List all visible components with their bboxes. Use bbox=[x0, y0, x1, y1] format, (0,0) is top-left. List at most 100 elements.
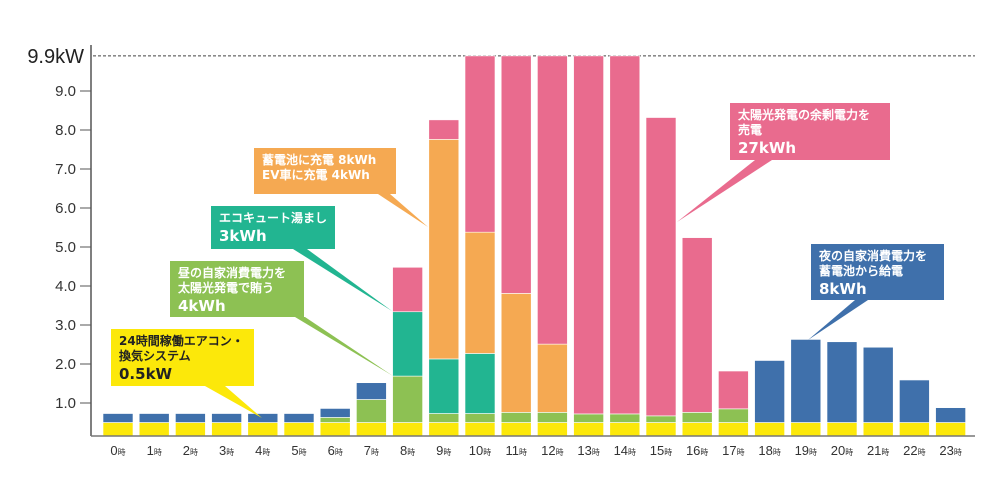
bar-segment-base bbox=[609, 422, 641, 437]
bar-segment-solar_self bbox=[500, 412, 532, 423]
y-tick-label: 6.0 bbox=[55, 200, 76, 217]
bar-hour-12 bbox=[537, 55, 568, 437]
x-tick-label: 19時 bbox=[795, 443, 817, 458]
bar-segment-base bbox=[247, 422, 279, 437]
y-tick-label: 5.0 bbox=[55, 239, 76, 256]
x-tick-label: 13時 bbox=[577, 443, 599, 458]
x-tick-label: 0時 bbox=[110, 443, 125, 458]
callout-text: 24時間稼働エアコン・ bbox=[119, 333, 244, 348]
bar-hour-9 bbox=[428, 119, 460, 437]
bar-hour-15 bbox=[645, 117, 677, 437]
x-tick-label: 2時 bbox=[183, 443, 198, 458]
bar-segment-solar_self bbox=[681, 412, 713, 423]
callout-text: 昼の自家消費電力を bbox=[177, 265, 286, 280]
bar-hour-1 bbox=[138, 413, 170, 437]
bar-segment-discharge bbox=[935, 407, 966, 423]
x-tick-label: 6時 bbox=[328, 443, 343, 458]
bar-segment-base bbox=[718, 422, 749, 437]
bar-hour-11 bbox=[500, 55, 532, 437]
bar-segment-discharge bbox=[102, 413, 134, 423]
callout-box bbox=[254, 148, 396, 194]
bar-segment-solar_self bbox=[428, 413, 460, 423]
callout-box bbox=[211, 206, 335, 249]
callout-pointer bbox=[677, 160, 772, 222]
bar-segment-sell bbox=[537, 55, 568, 345]
callout-ecocute: エコキュート湯まし 3kWh bbox=[211, 206, 392, 311]
bar-segment-solar_self bbox=[645, 415, 677, 423]
bar-segment-ecocute bbox=[428, 358, 460, 414]
bar-hour-6 bbox=[319, 408, 351, 437]
bar-hour-18 bbox=[754, 360, 785, 437]
bar-segment-base bbox=[754, 422, 785, 437]
x-tick-label: 22時 bbox=[903, 443, 925, 458]
callout-text: 売電 bbox=[738, 122, 762, 137]
bar-segment-ecocute bbox=[464, 353, 496, 414]
bar-hour-17 bbox=[718, 370, 749, 437]
bar-segment-base bbox=[573, 422, 604, 437]
bar-hour-22 bbox=[899, 379, 930, 437]
bar-segment-base bbox=[283, 422, 315, 437]
bar-segment-charge bbox=[537, 343, 568, 413]
bar-hour-19 bbox=[790, 339, 822, 437]
callout-pointer bbox=[205, 386, 262, 418]
x-tick-label: 5時 bbox=[291, 443, 306, 458]
x-tick-label: 20時 bbox=[831, 443, 853, 458]
x-tick-label: 1時 bbox=[147, 443, 162, 458]
x-tick-label: 8時 bbox=[400, 443, 415, 458]
bar-segment-base bbox=[356, 422, 387, 437]
bar-hour-14 bbox=[609, 55, 641, 437]
bar-segment-solar_self bbox=[537, 412, 568, 423]
x-tick-label: 3時 bbox=[219, 443, 234, 458]
bar-segment-discharge bbox=[862, 346, 894, 423]
y-tick-label: 4.0 bbox=[55, 278, 76, 295]
x-tick-label: 15時 bbox=[650, 443, 672, 458]
bar-segment-discharge bbox=[790, 339, 822, 423]
y-tick-label: 8.0 bbox=[55, 122, 76, 139]
bar-segment-base bbox=[645, 422, 677, 437]
bar-hour-3 bbox=[211, 413, 242, 437]
bar-segment-base bbox=[862, 422, 894, 437]
callout-text: 蓄電池から給電 bbox=[819, 263, 903, 278]
bar-segment-solar_self bbox=[464, 413, 496, 423]
bar-hour-21 bbox=[862, 346, 894, 437]
bar-segment-sell bbox=[464, 55, 496, 233]
bar-segment-sell bbox=[609, 55, 641, 415]
bar-segment-base bbox=[102, 422, 134, 437]
callout-text: エコキュート湯まし bbox=[219, 210, 327, 225]
bar-segment-sell bbox=[645, 117, 677, 417]
bar-segment-base bbox=[500, 422, 532, 437]
bar-segment-base bbox=[935, 422, 966, 437]
x-tick-label: 16時 bbox=[686, 443, 708, 458]
bar-hour-8 bbox=[392, 266, 423, 437]
bar-segment-base bbox=[392, 422, 423, 437]
x-tick-label: 17時 bbox=[722, 443, 744, 458]
bar-segment-discharge bbox=[826, 341, 858, 423]
x-tick-label: 12時 bbox=[541, 443, 563, 458]
callout-value: 4kWh bbox=[178, 297, 226, 315]
bar-segment-sell bbox=[573, 55, 604, 415]
bar-segment-discharge bbox=[247, 413, 279, 423]
callout-pointer bbox=[808, 300, 868, 340]
callout-pointer bbox=[295, 317, 393, 376]
bar-segment-solar_self bbox=[392, 375, 423, 423]
bar-segment-discharge bbox=[754, 360, 785, 423]
bar-segment-base bbox=[211, 422, 242, 437]
bar-segment-ecocute bbox=[392, 311, 423, 377]
x-tick-label: 14時 bbox=[614, 443, 636, 458]
x-tick-label: 7時 bbox=[364, 443, 379, 458]
y-tick-label: 1.0 bbox=[55, 395, 76, 412]
callout-box bbox=[111, 329, 254, 386]
callout-value: 3kWh bbox=[219, 227, 267, 245]
bar-hour-0 bbox=[102, 413, 134, 437]
y-tick-label: 7.0 bbox=[55, 161, 76, 178]
bar-hour-4 bbox=[247, 413, 279, 437]
bar-segment-sell bbox=[500, 55, 532, 294]
x-tick-label: 18時 bbox=[758, 443, 780, 458]
callout-base: 24時間稼働エアコン・換気システム 0.5kW bbox=[111, 329, 262, 418]
callout-pointer bbox=[293, 249, 392, 311]
